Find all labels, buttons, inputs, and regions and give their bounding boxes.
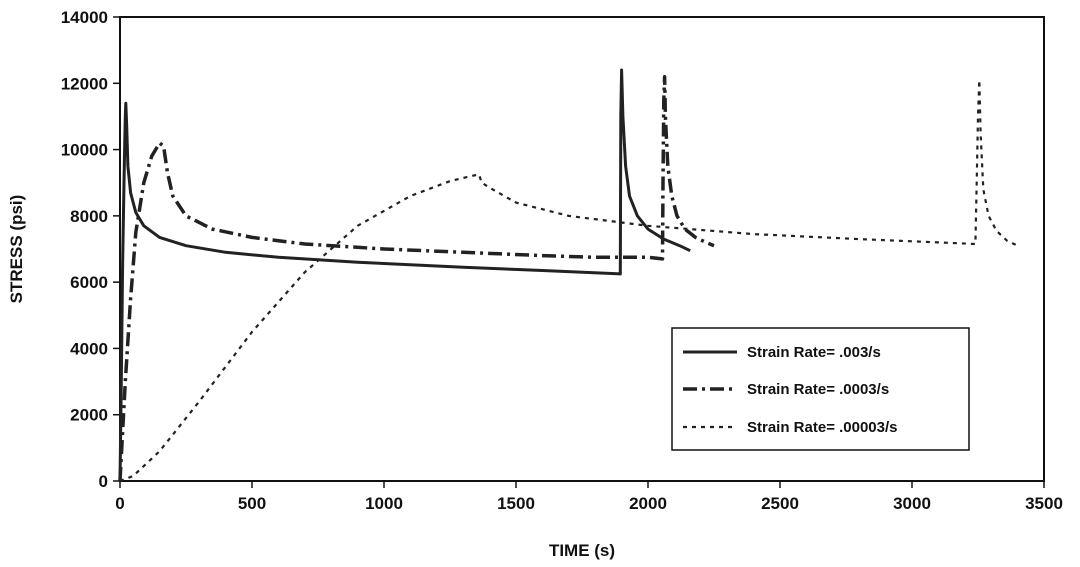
axis-tick-labels: 0 500 1000 1500 2000 2500 3000 3500 0 2000 4000 600… — [61, 8, 1063, 513]
legend-label-00003: Strain Rate= .00003/s — [747, 419, 898, 436]
x-axis-title: TIME (s) — [549, 541, 615, 560]
x-tick-label: 1000 — [365, 494, 403, 513]
y-tick-label: 8000 — [70, 207, 108, 226]
series-line-1 — [118, 74, 715, 482]
y-tick-label: 2000 — [70, 406, 108, 425]
y-tick-label: 10000 — [61, 141, 108, 160]
y-tick-label: 0 — [99, 472, 108, 491]
y-tick-label: 14000 — [61, 8, 108, 27]
series-line-2 — [119, 78, 1019, 483]
x-tick-label: 2000 — [629, 494, 667, 513]
x-tick-label: 2500 — [761, 494, 799, 513]
x-tick-label: 0 — [115, 494, 124, 513]
plot-area-frame — [119, 16, 1045, 482]
legend: Strain Rate= .003/s Strain Rate= .0003/s… — [671, 327, 970, 451]
y-tick-label: 6000 — [70, 273, 108, 292]
series-layer — [118, 68, 1019, 483]
x-tick-label: 1500 — [497, 494, 535, 513]
legend-label-0003: Strain Rate= .0003/s — [747, 381, 889, 398]
series-line-0 — [118, 68, 691, 482]
x-tick-label: 500 — [238, 494, 266, 513]
axis-ticks — [113, 16, 1045, 488]
x-tick-label: 3000 — [893, 494, 931, 513]
y-tick-label: 12000 — [61, 74, 108, 93]
y-axis-title: STRESS (psi) — [7, 195, 26, 304]
legend-box — [671, 327, 970, 451]
legend-label-003: Strain Rate= .003/s — [747, 344, 881, 361]
x-tick-label: 3500 — [1025, 494, 1063, 513]
y-tick-label: 4000 — [70, 339, 108, 358]
